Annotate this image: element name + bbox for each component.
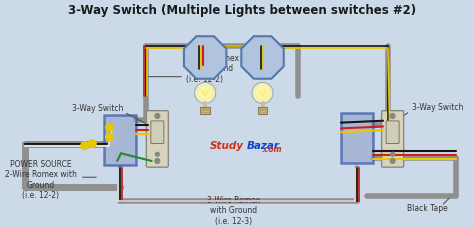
Text: 3-Way Switch: 3-Way Switch [412, 103, 463, 112]
Circle shape [390, 114, 395, 118]
Circle shape [89, 140, 96, 148]
FancyBboxPatch shape [201, 107, 210, 114]
Circle shape [81, 142, 89, 149]
FancyBboxPatch shape [104, 115, 137, 165]
FancyBboxPatch shape [146, 111, 168, 167]
FancyBboxPatch shape [258, 107, 267, 114]
Text: POWER SOURCE
2-Wire Romex with
Ground
(i.e. 12-2): POWER SOURCE 2-Wire Romex with Ground (i… [5, 160, 77, 200]
Circle shape [390, 159, 395, 163]
Circle shape [106, 123, 113, 131]
FancyBboxPatch shape [386, 121, 399, 143]
Polygon shape [184, 36, 227, 79]
Circle shape [252, 82, 273, 104]
Circle shape [391, 152, 394, 156]
FancyBboxPatch shape [382, 111, 404, 167]
Circle shape [155, 114, 160, 118]
Text: 3-Way Switch (Multiple Lights between switches #2): 3-Way Switch (Multiple Lights between sw… [68, 4, 417, 17]
Text: Study: Study [210, 141, 244, 151]
FancyBboxPatch shape [151, 121, 164, 143]
Circle shape [199, 86, 212, 100]
Polygon shape [241, 36, 284, 79]
Circle shape [106, 133, 113, 141]
Text: 3-Wire Romex
with Ground
(i.e. 12-3): 3-Wire Romex with Ground (i.e. 12-3) [207, 196, 260, 226]
Circle shape [155, 159, 160, 163]
FancyBboxPatch shape [341, 113, 374, 163]
Circle shape [155, 152, 159, 156]
Text: 3-Way Switch: 3-Way Switch [72, 104, 123, 113]
Circle shape [256, 86, 269, 100]
Text: Black Tape: Black Tape [407, 204, 447, 213]
Text: 2-Wire Romex
with Ground
(i.e. 12-2): 2-Wire Romex with Ground (i.e. 12-2) [186, 54, 239, 84]
Text: Bazar: Bazar [247, 141, 280, 151]
Circle shape [195, 82, 216, 104]
Text: .com: .com [262, 145, 283, 154]
